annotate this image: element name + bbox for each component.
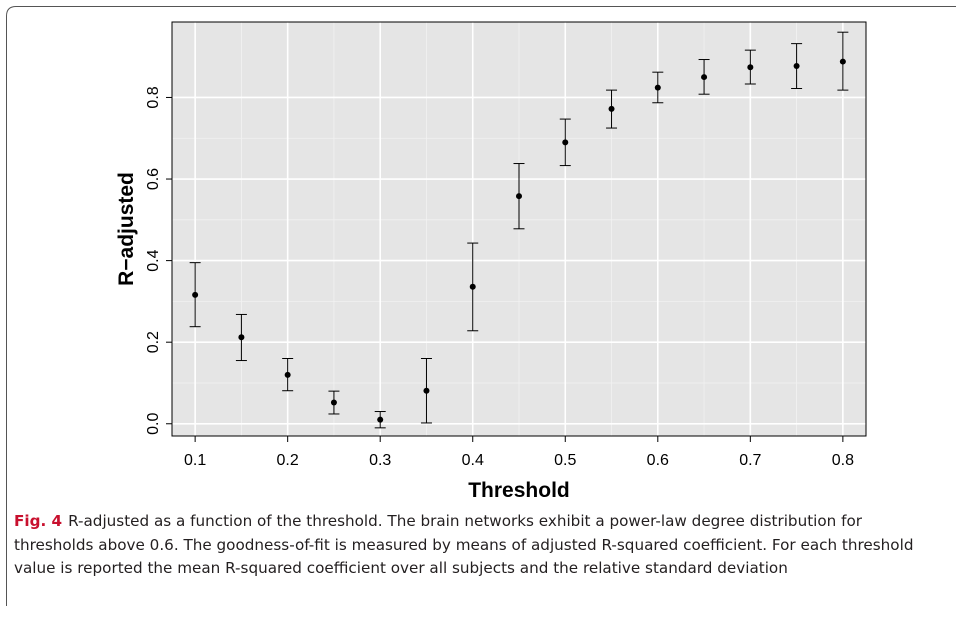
data-point-group bbox=[559, 118, 571, 167]
data-point-group bbox=[652, 71, 664, 104]
data-point bbox=[284, 371, 291, 378]
data-point-group bbox=[282, 358, 294, 392]
figure-label: Fig. 4 bbox=[14, 512, 63, 530]
x-axis-label: Threshold bbox=[468, 479, 570, 502]
data-point-group bbox=[513, 163, 525, 230]
data-point-group bbox=[420, 358, 432, 424]
data-point bbox=[562, 139, 569, 146]
data-point bbox=[608, 105, 615, 112]
y-axis-label: R−adjusted bbox=[115, 172, 138, 286]
data-point bbox=[793, 63, 800, 70]
data-point bbox=[330, 399, 337, 406]
x-tick-label: 0.2 bbox=[277, 452, 299, 469]
data-point-group bbox=[744, 49, 756, 85]
y-axis: 0.0 0.2 0.4 0.6 0.8 bbox=[145, 86, 172, 435]
data-point bbox=[469, 283, 476, 290]
data-point-group bbox=[235, 313, 247, 362]
x-tick-label: 0.8 bbox=[832, 452, 854, 469]
data-point bbox=[654, 84, 661, 91]
y-tick-label: 0.4 bbox=[145, 249, 162, 271]
data-point bbox=[701, 74, 708, 81]
caption-text: R-adjusted as a function of the threshol… bbox=[14, 512, 914, 577]
figure-border bbox=[6, 6, 956, 606]
x-tick-label: 0.5 bbox=[554, 452, 576, 469]
data-point bbox=[377, 416, 384, 423]
y-tick-label: 0.2 bbox=[145, 331, 162, 353]
x-tick-label: 0.4 bbox=[462, 452, 484, 469]
data-point-group bbox=[189, 262, 201, 328]
y-tick-label: 0.6 bbox=[145, 168, 162, 190]
x-tick-label: 0.6 bbox=[647, 452, 669, 469]
data-point bbox=[839, 58, 846, 65]
data-point bbox=[423, 387, 430, 394]
data-point bbox=[238, 334, 245, 341]
plot-frame bbox=[171, 21, 867, 437]
y-tick-label: 0.0 bbox=[145, 413, 162, 435]
data-point-group bbox=[374, 411, 386, 429]
y-tick-label: 0.8 bbox=[145, 86, 162, 108]
figure-caption: Fig. 4 R-adjusted as a function of the th… bbox=[14, 510, 944, 581]
data-point-group bbox=[698, 59, 710, 95]
data-point bbox=[516, 193, 522, 200]
x-tick-label: 0.7 bbox=[739, 452, 761, 469]
data-point-group bbox=[467, 242, 479, 332]
data-point-group bbox=[606, 89, 618, 129]
x-tick-label: 0.3 bbox=[369, 452, 391, 469]
data-point-group bbox=[328, 390, 340, 415]
data-point bbox=[192, 291, 199, 298]
data-point-group bbox=[837, 31, 849, 91]
data-point bbox=[747, 64, 754, 71]
x-tick-label: 0.1 bbox=[184, 452, 206, 469]
x-axis: 0.1 0.2 0.3 0.4 0.5 0.6 0.7 0.8 bbox=[184, 436, 854, 469]
data-point-group bbox=[791, 43, 803, 89]
data-points bbox=[189, 31, 849, 429]
